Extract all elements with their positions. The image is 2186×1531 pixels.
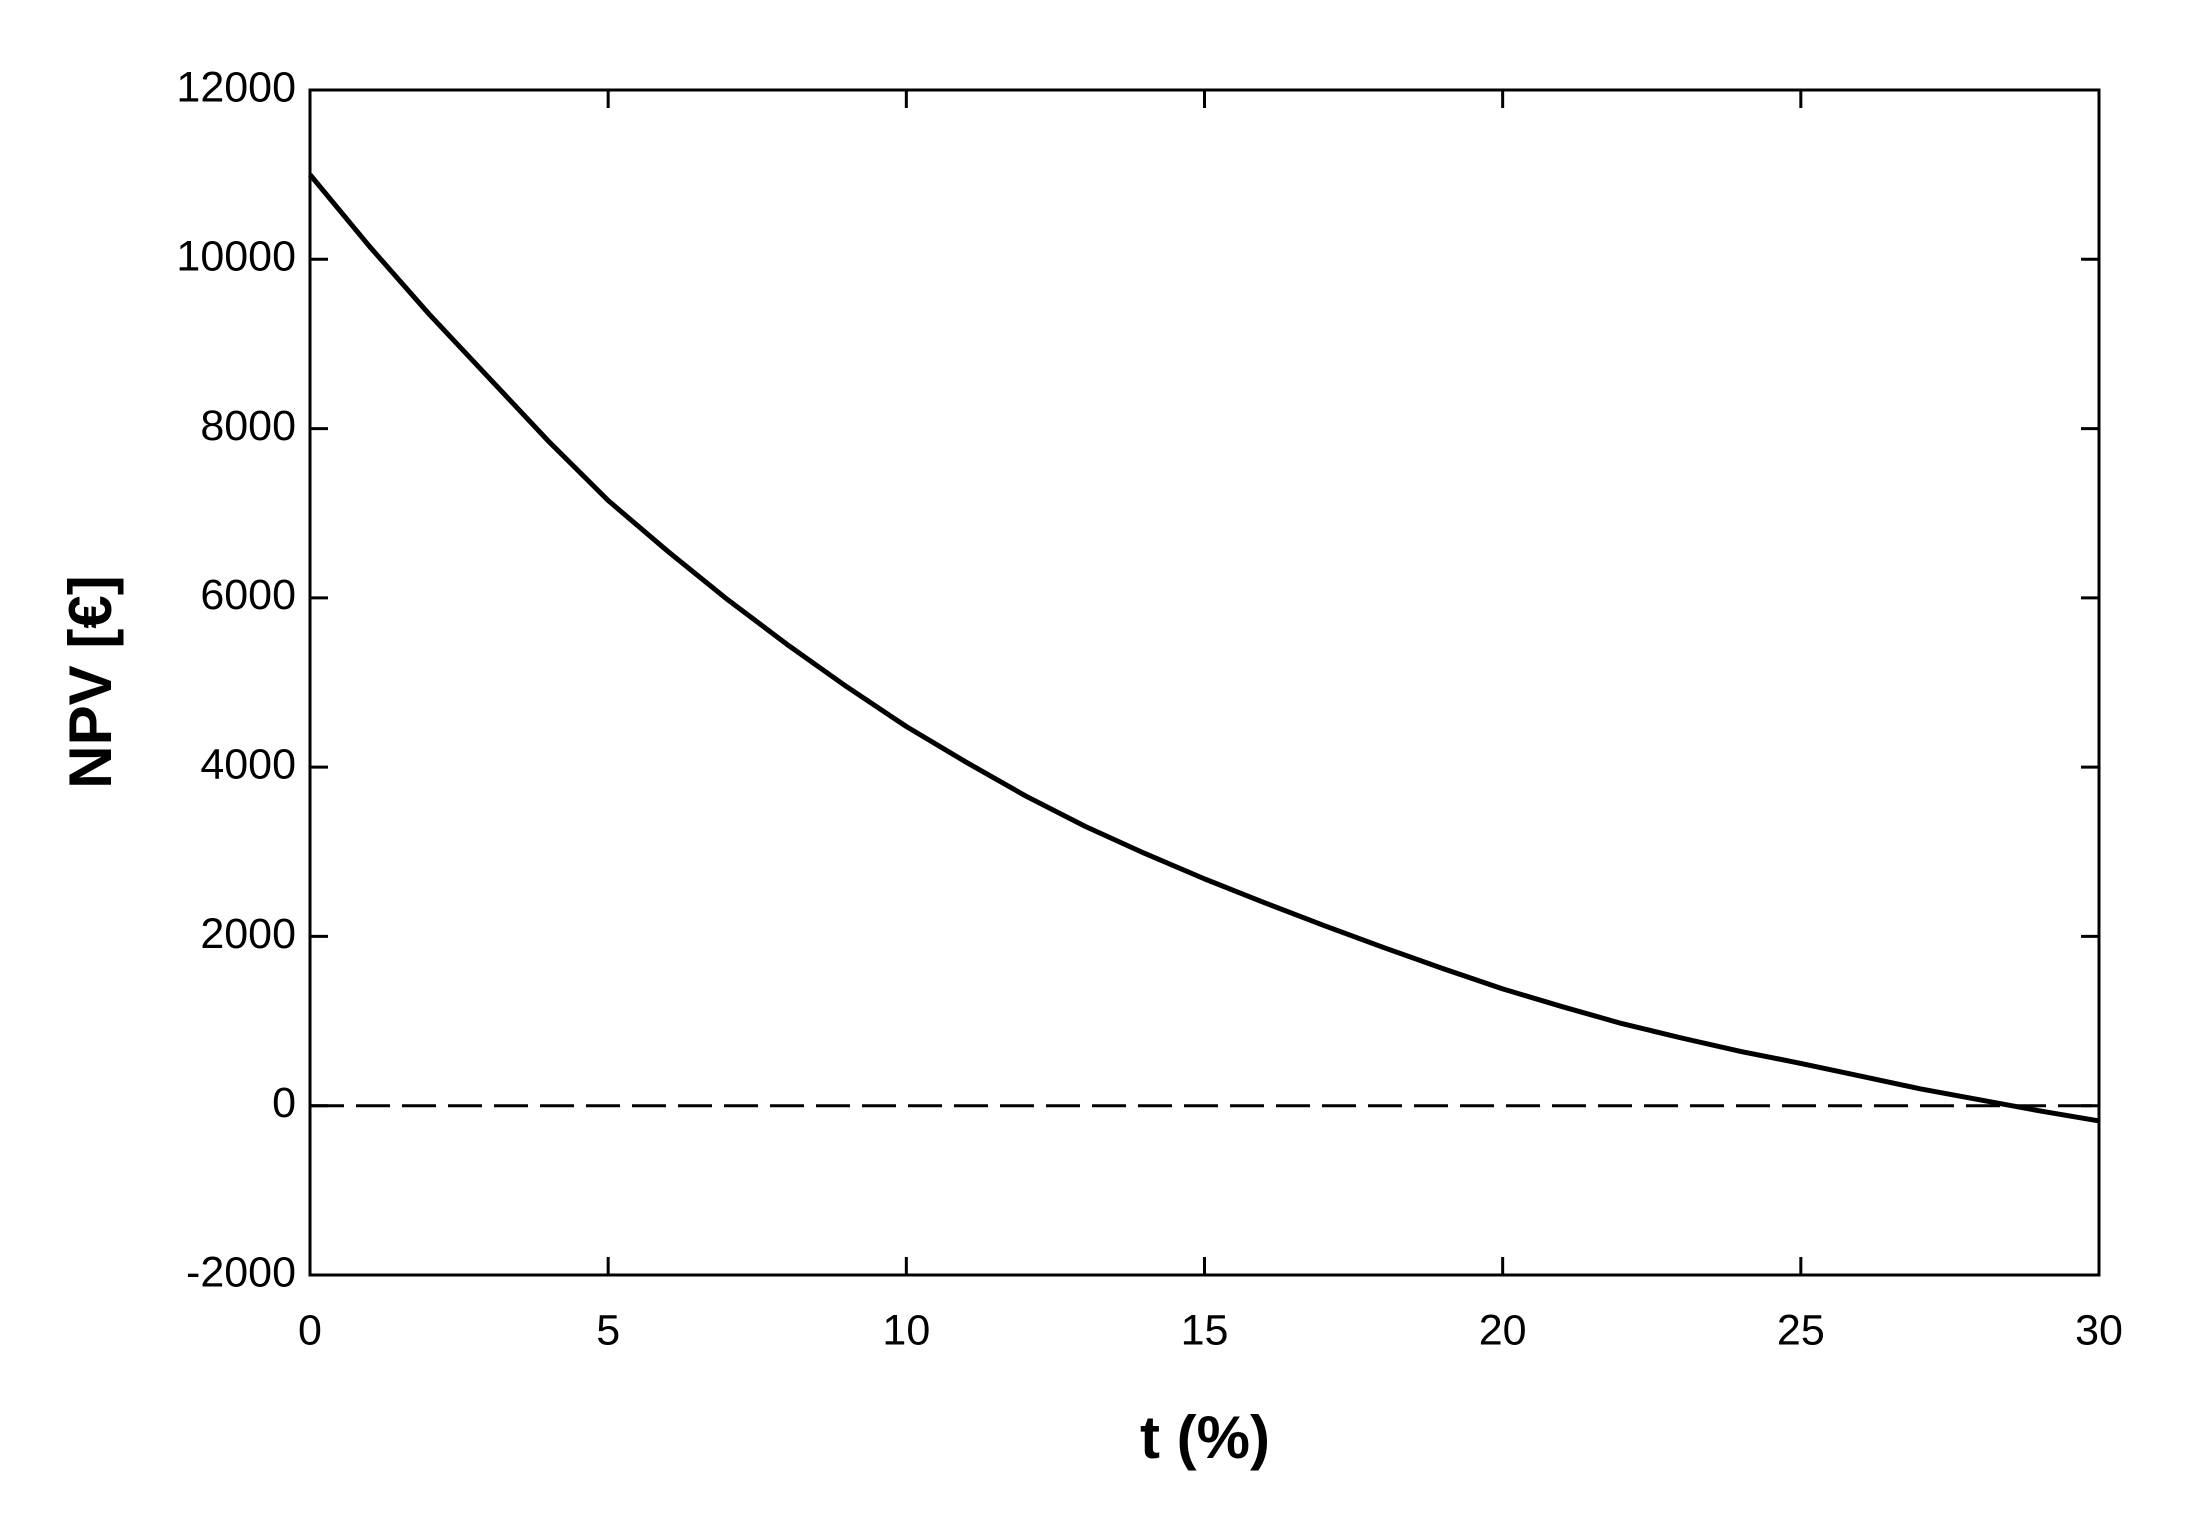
- plot-frame: [308, 88, 2101, 1277]
- y-axis-title: NPV [€]: [57, 575, 124, 788]
- y-tick-label: 2000: [200, 910, 296, 958]
- x-tick-label: 5: [596, 1306, 620, 1354]
- y-tick-label: 8000: [200, 402, 296, 450]
- y-tick-label: 10000: [176, 233, 296, 281]
- x-tick-label: 20: [1479, 1306, 1527, 1354]
- y-tick-label: 0: [272, 1079, 296, 1127]
- x-tick-label: 0: [298, 1306, 322, 1354]
- x-tick-label: 30: [2075, 1306, 2123, 1354]
- y-tick-label: -2000: [186, 1248, 296, 1296]
- data-line: [308, 173, 2100, 1124]
- x-tick-label: 15: [1181, 1306, 1229, 1354]
- y-tick-label: 4000: [200, 741, 296, 789]
- x-axis-title: t (%): [1140, 1404, 1270, 1471]
- y-tick-label: 12000: [176, 63, 296, 111]
- y-tick-label: 6000: [200, 571, 296, 619]
- x-tick-label: 10: [882, 1306, 930, 1354]
- x-tick-label: 25: [1777, 1306, 1825, 1354]
